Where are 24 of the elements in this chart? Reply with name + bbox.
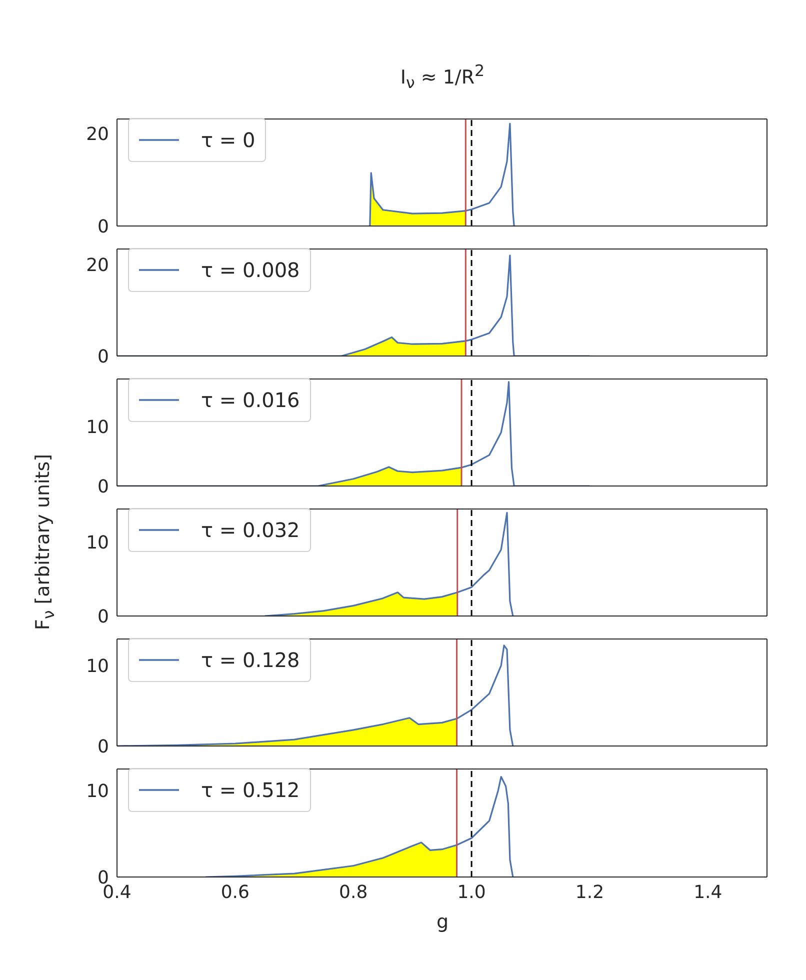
legend-label: τ = 0.016 xyxy=(201,388,300,412)
x-tick-label: 1.2 xyxy=(575,882,604,903)
y-tick-label: 10 xyxy=(86,656,109,677)
x-axis-title: g xyxy=(436,911,449,933)
y-tick-label: 0 xyxy=(98,606,109,628)
y-tick-label: 10 xyxy=(86,416,109,438)
legend-label: τ = 0 xyxy=(201,128,256,152)
y-tick-label: 20 xyxy=(86,124,109,146)
y-tick-label: 0 xyxy=(98,346,109,368)
y-tick-label: 10 xyxy=(86,780,109,802)
y-tick-label: 0 xyxy=(98,216,109,238)
legend-label: τ = 0.128 xyxy=(201,648,300,672)
y-tick-label: 0 xyxy=(98,476,109,498)
y-tick-label: 0 xyxy=(98,736,109,758)
legend-label: τ = 0.032 xyxy=(201,518,300,542)
x-tick-label: 0.8 xyxy=(339,882,368,903)
legend-label: τ = 0.512 xyxy=(201,778,300,802)
y-tick-label: 10 xyxy=(86,532,109,554)
chart-title: I$_{ν}$ ≈ 1/R$^{2}$ xyxy=(400,60,485,92)
x-tick-label: 0.6 xyxy=(220,882,250,903)
y-tick-label: 20 xyxy=(86,254,109,276)
x-tick-label: 1.0 xyxy=(457,882,486,903)
legend-label: τ = 0.008 xyxy=(201,258,300,282)
x-tick-label: 1.4 xyxy=(694,882,722,903)
